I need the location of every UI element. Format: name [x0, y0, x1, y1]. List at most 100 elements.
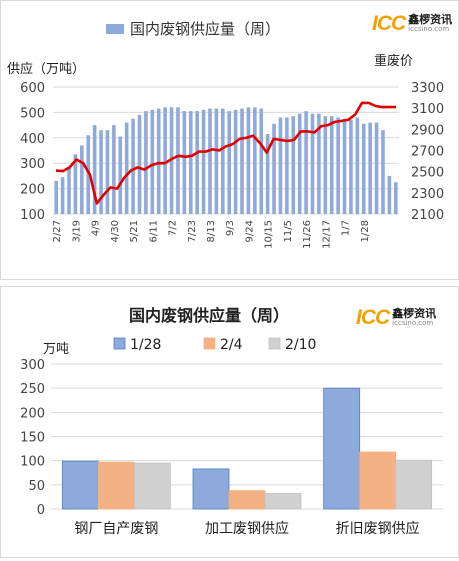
bar-supply [246, 107, 251, 214]
y-tick-label: 50 [28, 479, 45, 494]
y-tick-label-right: 2900 [411, 123, 444, 138]
bar-supply [188, 111, 193, 214]
bar-supply [272, 123, 276, 214]
bar-supply [253, 107, 257, 214]
bar-supply [368, 122, 372, 214]
bar-series-1 [228, 490, 266, 510]
chart-title: 国内废钢供应量（周） [129, 306, 289, 325]
chart-panel-weekly-supply: 国内废钢供应量（周） 供应（万吨） 重废价 100 200 300 400 500 600 210… [0, 0, 459, 280]
y-tick-label-right: 2300 [411, 187, 444, 202]
x-tick-label: 10/15 [264, 220, 275, 249]
bar-supply [195, 111, 199, 214]
x-tick-label: 4/30 [110, 220, 121, 242]
logo-url: iccsino.com [392, 319, 434, 327]
bar-supply [67, 167, 71, 214]
bar-supply [124, 122, 129, 214]
y-tick-label-left: 500 [20, 106, 45, 121]
bar-supply [381, 130, 385, 214]
bar-supply [86, 135, 91, 214]
y-axis-title: 万吨 [43, 342, 69, 357]
y-tick-label-left: 600 [20, 81, 45, 96]
bar-supply [374, 122, 379, 214]
bar-supply [150, 109, 155, 214]
bar-supply [233, 109, 238, 214]
bar-supply [394, 182, 398, 214]
x-tick-label: 12/17 [321, 220, 332, 249]
legend-label-supply: 国内废钢供应量（周） [130, 20, 280, 38]
x-category-label: 加工废钢供应 [205, 520, 289, 537]
bar-supply [259, 108, 264, 214]
logo-url: iccsino.com [408, 25, 450, 33]
x-category-label: 钢厂自产废钢 [74, 521, 158, 537]
bar-supply [317, 113, 321, 214]
x-tick-label: 4/9 [91, 220, 102, 236]
line-scrap-price [55, 101, 396, 205]
logo-icc: ICC 鑫椤资讯 iccsino.com [372, 13, 452, 34]
bar-series-2 [395, 459, 433, 510]
bar-series-0 [61, 460, 99, 510]
y-tick-label-left: 400 [20, 132, 45, 147]
bar-supply [144, 111, 148, 214]
bar-supply [265, 133, 270, 214]
bar-supply [361, 123, 366, 214]
bar-supply [208, 108, 212, 214]
bar-supply [310, 113, 315, 214]
y-tick-label-left: 100 [20, 208, 45, 223]
x-tick-label: 5/21 [129, 220, 140, 242]
x-tick-label: 11/5 [283, 220, 294, 242]
y-tick-label: 0 [37, 503, 45, 518]
bar-series-2 [264, 493, 302, 510]
legend-swatch-supply [106, 24, 124, 34]
bar-supply [355, 117, 360, 214]
legend-swatch-series [113, 337, 126, 350]
bar-supply [176, 107, 180, 214]
y-tick-label-right: 3300 [411, 81, 444, 96]
logo-name: 鑫椤资讯 [408, 13, 453, 26]
bar-supply [336, 117, 340, 214]
bar-supply [221, 108, 225, 214]
y-tick-label-right: 2100 [411, 208, 444, 223]
bar-supply [201, 109, 206, 214]
legend-label-series: 2/10 [285, 337, 316, 353]
logo-mark: ICC [372, 12, 406, 35]
x-tick-label: 9/24 [244, 220, 255, 242]
bar-series-0 [323, 387, 361, 510]
y-tick-label: 100 [20, 455, 45, 470]
x-tick-label: 1/7 [341, 220, 352, 236]
y-tick-label: 200 [20, 406, 45, 421]
legend-swatch-series [268, 337, 281, 350]
logo-name: 鑫椤资讯 [392, 307, 437, 320]
bar-supply [169, 107, 174, 214]
bar-supply [131, 118, 135, 214]
bar-supply [304, 111, 308, 214]
bar-supply [285, 117, 289, 214]
bar-series-1 [97, 461, 135, 510]
x-category-label: 折旧废钢供应 [336, 520, 420, 537]
x-tick-label: 9/3 [225, 220, 236, 236]
x-tick-label: 2/27 [52, 220, 63, 242]
x-tick-label: 11/26 [302, 220, 313, 249]
y-tick-label-right: 3100 [411, 102, 444, 117]
y-tick-label: 300 [20, 358, 45, 373]
bar-series-1 [359, 451, 397, 510]
legend-label-series: 1/28 [130, 337, 161, 353]
bar-series-0 [192, 468, 230, 510]
bar-supply [80, 145, 84, 214]
y-tick-label: 150 [20, 431, 45, 446]
x-tick-label: 3/19 [71, 220, 82, 242]
y-tick-label-right: 2500 [411, 166, 444, 181]
bar-supply [118, 136, 123, 214]
bar-supply [349, 120, 353, 214]
bar-supply [278, 117, 283, 214]
bar-supply [73, 154, 78, 214]
logo-mark: ICC [356, 306, 390, 329]
chart-panel-supply-by-source: 国内废钢供应量（周） 万吨 1/28 2/4 2/10 0 50 100 150 200 250 30… [0, 286, 459, 558]
x-tick-label: 1/28 [360, 220, 371, 242]
bar-supply [214, 108, 219, 214]
bar-supply [182, 111, 187, 214]
bar-supply [54, 180, 58, 214]
x-tick-label: 7/2 [168, 220, 179, 236]
bar-supply [387, 175, 392, 214]
bar-supply [92, 125, 97, 214]
y-tick-label-left: 200 [20, 183, 45, 198]
